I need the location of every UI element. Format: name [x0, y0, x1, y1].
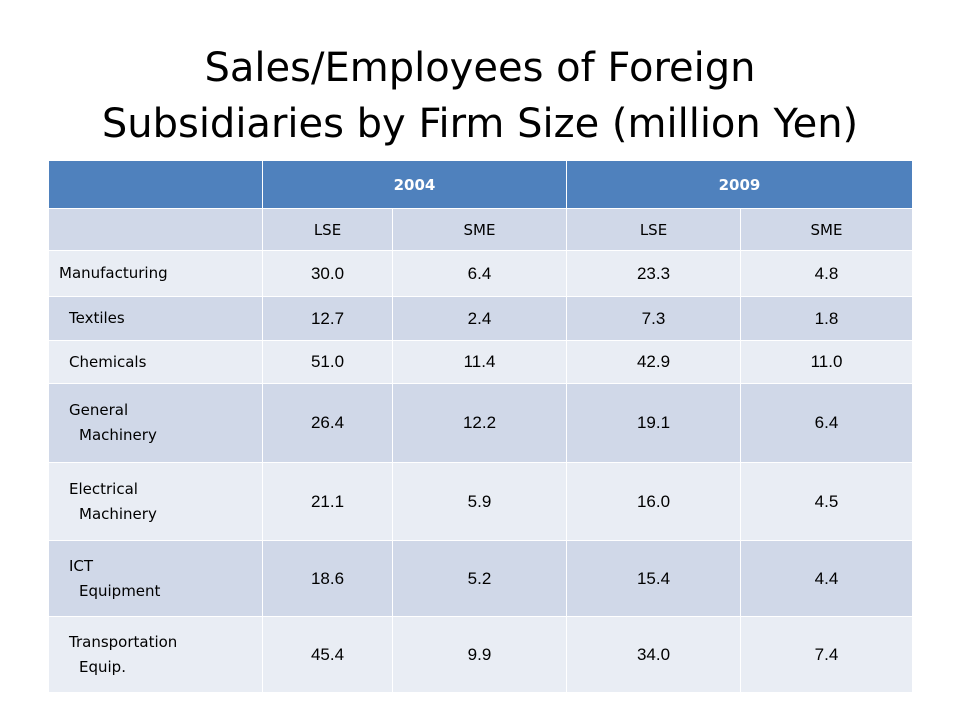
data-row: Textiles 12.7 2.4 7.3 1.8 — [48, 296, 913, 341]
data-row: Transportation Equip. 45.4 9.9 34.0 7.4 — [48, 616, 913, 693]
label-line: Transportation — [69, 632, 178, 651]
title-line: Subsidiaries by Firm Size (million Yen) — [101, 101, 859, 147]
row-label: Electrical Machinery — [48, 462, 263, 541]
value-cell: 11.4 — [392, 340, 567, 384]
label-line: Machinery — [79, 504, 157, 523]
value-cell: 42.9 — [566, 340, 741, 384]
value-cell: 5.2 — [392, 540, 567, 617]
value-cell: 18.6 — [262, 540, 393, 617]
value-cell: 12.7 — [262, 296, 393, 341]
value-cell: 16.0 — [566, 462, 741, 541]
value-cell: 4.4 — [740, 540, 913, 617]
label-line: Machinery — [79, 426, 157, 444]
value-cell: 19.1 — [566, 383, 741, 463]
value-cell: 4.8 — [740, 250, 913, 297]
value-cell: 15.4 — [566, 540, 741, 617]
size-header: SME — [392, 208, 567, 251]
value-cell: 6.4 — [392, 250, 567, 297]
value-cell: 1.8 — [740, 296, 913, 341]
label-line: Equip. — [79, 657, 126, 676]
subheader-row: LSE SME LSE SME — [48, 208, 913, 251]
value-cell: 9.9 — [392, 616, 567, 693]
value-cell: 51.0 — [262, 340, 393, 384]
label-line: General — [69, 401, 129, 419]
label-line: Electrical — [69, 479, 138, 498]
value-cell: 12.2 — [392, 383, 567, 463]
label-line: Manufacturing — [59, 264, 168, 282]
label-line: Equipment — [79, 581, 161, 600]
value-cell: 26.4 — [262, 383, 393, 463]
value-cell: 7.3 — [566, 296, 741, 341]
data-row: Manufacturing 30.0 6.4 23.3 4.8 — [48, 250, 913, 297]
value-cell: 2.4 — [392, 296, 567, 341]
row-label: Textiles — [48, 296, 263, 341]
data-row: Electrical Machinery 21.1 5.9 16.0 4.5 — [48, 462, 913, 541]
year-header: 2004 — [262, 160, 567, 209]
row-label: Chemicals — [48, 340, 263, 384]
data-row: ICT Equipment 18.6 5.2 15.4 4.4 — [48, 540, 913, 617]
row-label: ICT Equipment — [48, 540, 263, 617]
row-label: General Machinery — [48, 383, 263, 463]
value-cell: 45.4 — [262, 616, 393, 693]
label-line: Chemicals — [69, 352, 147, 371]
value-cell: 5.9 — [392, 462, 567, 541]
data-table: 2004 2009 LSE SME LSE SME Manufacturing 30.0 6.4… — [48, 160, 913, 693]
size-header: SME — [740, 208, 913, 251]
value-cell: 30.0 — [262, 250, 393, 297]
data-row: General Machinery 26.4 12.2 19.1 6.4 — [48, 383, 913, 463]
value-cell: 7.4 — [740, 616, 913, 693]
slide-title: Sales/Employees of Foreign Subsidiaries b… — [0, 40, 960, 152]
value-cell: 6.4 — [740, 383, 913, 463]
value-cell: 4.5 — [740, 462, 913, 541]
value-cell: 34.0 — [566, 616, 741, 693]
value-cell: 23.3 — [566, 250, 741, 297]
label-line: ICT — [69, 556, 94, 575]
row-label: Manufacturing — [48, 250, 263, 297]
corner-cell — [48, 208, 263, 251]
value-cell: 11.0 — [740, 340, 913, 384]
value-cell: 21.1 — [262, 462, 393, 541]
data-row: Chemicals 51.0 11.4 42.9 11.0 — [48, 340, 913, 384]
corner-cell — [48, 160, 263, 209]
row-label: Transportation Equip. — [48, 616, 263, 693]
size-header: LSE — [262, 208, 393, 251]
label-line: Textiles — [69, 309, 125, 327]
year-header: 2009 — [566, 160, 913, 209]
size-header: LSE — [566, 208, 741, 251]
title-line: Sales/Employees of Foreign — [204, 45, 756, 91]
header-row: 2004 2009 — [48, 160, 913, 209]
